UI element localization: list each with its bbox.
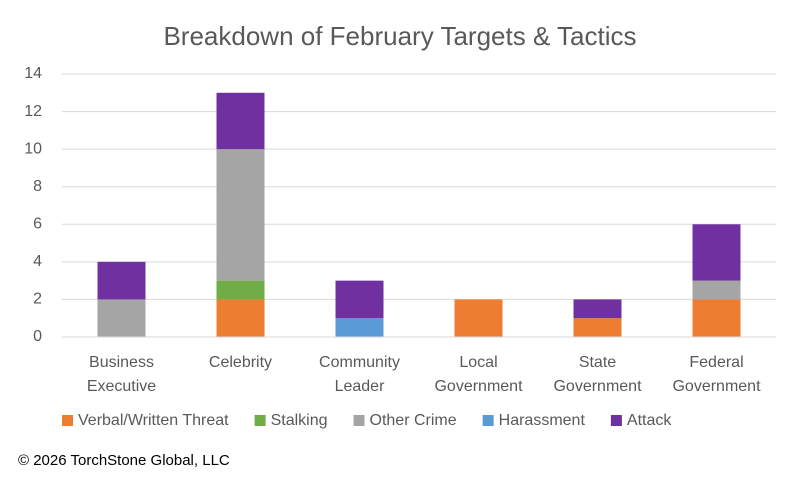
chart-title: Breakdown of February Targets & Tactics <box>163 21 636 51</box>
legend-swatch <box>482 415 494 426</box>
bar-segment <box>454 299 503 337</box>
bar-segment <box>335 318 384 337</box>
bar-segment <box>335 280 384 319</box>
y-tick-label: 10 <box>24 140 42 157</box>
legend-label: Other Crime <box>370 412 457 429</box>
bar-segment <box>573 318 622 337</box>
legend-label: Attack <box>627 412 672 429</box>
x-tick-label: Local Government <box>434 354 523 395</box>
y-tick-label: 4 <box>33 253 42 270</box>
legend-label: Stalking <box>271 412 328 429</box>
legend-label: Verbal/Written Threat <box>78 412 229 429</box>
legend-label: Harassment <box>499 412 586 429</box>
footer: © 2026 TorchStone Global, LLC <box>18 452 230 469</box>
y-tick-label: 14 <box>24 65 42 82</box>
bar-segment <box>97 299 146 337</box>
x-tick-label: State Government <box>553 354 642 395</box>
legend-swatch <box>62 415 73 426</box>
y-tick-label: 12 <box>24 103 42 120</box>
bar-segment <box>97 261 146 300</box>
bar-segment <box>692 280 741 300</box>
bar-segment <box>573 299 622 319</box>
bar-segment <box>216 299 265 337</box>
y-tick-label: 0 <box>33 328 42 345</box>
legend-swatch <box>353 415 365 426</box>
x-tick-label: Community Leader <box>319 354 400 395</box>
legend-swatch <box>254 415 266 426</box>
x-tick-label: Federal Government <box>672 354 761 395</box>
x-tick-label: Business Executive <box>86 354 157 395</box>
y-tick-label: 8 <box>33 178 42 195</box>
legend-swatch <box>610 415 622 426</box>
bar-segment <box>216 92 265 150</box>
bar-segment <box>216 280 265 300</box>
bar-segment <box>216 149 265 281</box>
y-tick-label: 6 <box>33 216 42 233</box>
bar-segment <box>692 224 741 281</box>
bar-segment <box>692 299 741 337</box>
y-tick-label: 2 <box>33 291 42 308</box>
x-tick-label: Celebrity <box>208 354 273 371</box>
